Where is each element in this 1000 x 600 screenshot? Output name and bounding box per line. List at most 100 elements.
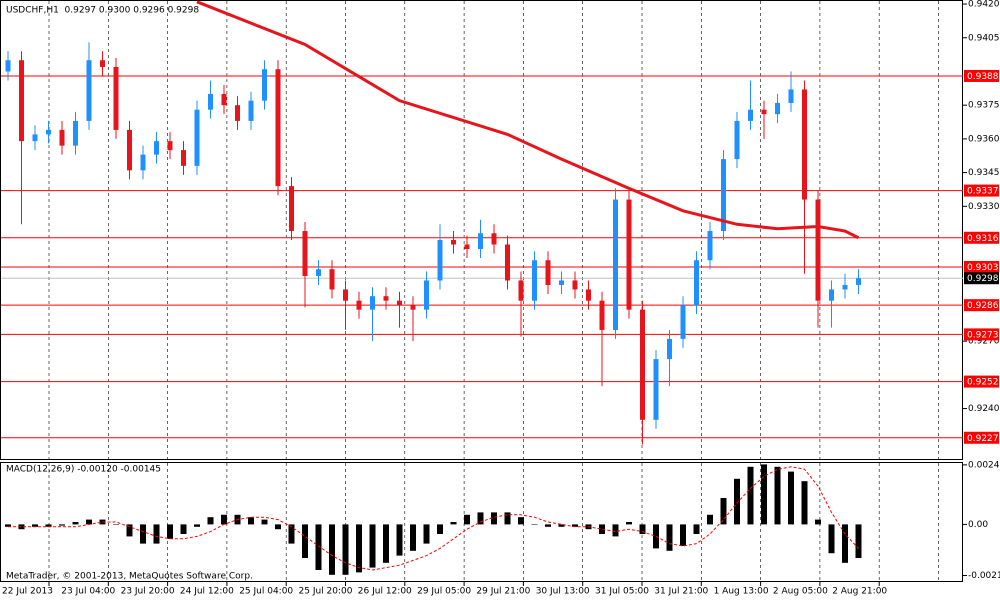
macd-bar [86,519,92,525]
y-tick-label: 0.9420 [968,0,1000,10]
level-tag [964,260,999,273]
macd-bar [855,524,862,558]
x-tick-label: 1 Aug 13:00 [714,587,769,597]
candle-body [505,244,510,281]
main-panel [0,0,963,460]
macd-bar [599,524,605,534]
candle-body [667,338,672,360]
y-tick-label: 0.9345 [968,168,1000,178]
macd-bar [288,524,295,544]
candle-body [653,359,659,420]
candle-body [5,60,11,72]
macd-title: MACD(12,26,9) -0.00120 -0.00145 [6,465,161,475]
macd-bar [504,512,511,525]
macd-bar [72,522,79,525]
candle-body [626,199,632,310]
y-tick-label: 0.9270 [968,337,1000,347]
macd-bar [815,519,821,525]
macd-bar [572,524,578,527]
level-label: 0.9388 [967,72,999,82]
candle-body [694,260,699,306]
macd-bar [518,517,524,525]
macd-bar [5,524,11,527]
candle-body [680,305,686,339]
candle-body [761,109,767,115]
level-tag [964,231,999,244]
level-label: 0.9316 [967,234,999,244]
macd-bar [275,524,281,530]
macd-bar [369,524,376,568]
y-tick-label: 0.9330 [968,202,1000,212]
macd-y-tick-label: 0.00248 [968,460,1000,470]
macd-bar [774,466,781,525]
candle-body [599,300,605,330]
candle-body [424,280,429,310]
level-label: 0.9227 [967,434,999,444]
candle-body [721,159,726,232]
x-tick-label: 25 Jul 04:00 [239,587,293,597]
chart-title: USDCHF,H1 0.9297 0.9300 0.9296 0.9298 [6,6,199,16]
macd-bar [329,524,335,575]
candle-body [397,300,402,306]
candle-body [451,240,456,245]
candle-body [262,69,267,101]
macd-bar [734,478,740,525]
macd-y-tick-label: 0.00 [968,520,988,530]
macd-bar [342,524,349,575]
macd-bar [464,514,470,525]
macd-bar [693,524,700,534]
macd-bar [396,524,403,556]
candle-body [59,129,65,146]
candle-body [127,129,132,171]
candle-body [302,231,308,276]
candle-body [113,66,119,130]
price-label: 0.9298 [967,274,999,284]
candle-body [572,280,578,290]
macd-bar [626,522,632,525]
macd-y-tick-label: -0.00213 [968,571,1000,581]
macd-bar [558,524,565,527]
macd-bar [126,524,133,537]
x-tick-label: 29 Jul 21:00 [476,587,530,597]
x-tick-label: 2 Aug 05:00 [773,587,828,597]
candle-body [343,289,348,301]
macd-bar [113,524,119,525]
macd-bar [59,524,65,526]
x-tick-label: 31 Jul 05:00 [595,587,649,597]
candle-body [208,93,213,110]
macd-bar [612,524,619,537]
macd-bar [153,524,160,544]
macd-bar [315,524,322,570]
candle-body [181,150,186,166]
candle-body [640,309,645,420]
candle-body [46,129,51,135]
candle-body [140,154,146,171]
candle-body [788,89,794,103]
candle-body [167,141,173,151]
candle-body [383,296,389,301]
macd-bar [194,524,200,527]
x-tick-label: 23 Jul 04:00 [61,587,115,597]
macd-bar [801,481,808,525]
candle-body [748,109,753,121]
macd-bar [167,524,173,539]
candle-body [248,100,254,121]
x-tick-label: 22 Jul 2013 [2,587,53,597]
level-tag [964,184,999,197]
macd-bar [423,524,430,544]
macd-bar [680,524,686,546]
level-label: 0.9273 [967,330,999,340]
candle-body [815,199,821,301]
x-tick-label: 30 Jul 13:00 [536,587,590,597]
candle-body [734,120,740,160]
macd-bar [410,524,416,551]
candle-body [329,269,335,290]
macd-bar [140,524,146,544]
macd-bar [707,514,713,525]
x-tick-label: 23 Jul 20:00 [121,587,175,597]
macd-bar [383,524,389,563]
candle-body [289,186,294,232]
candle-body [856,278,861,285]
macd-bar [720,498,727,525]
